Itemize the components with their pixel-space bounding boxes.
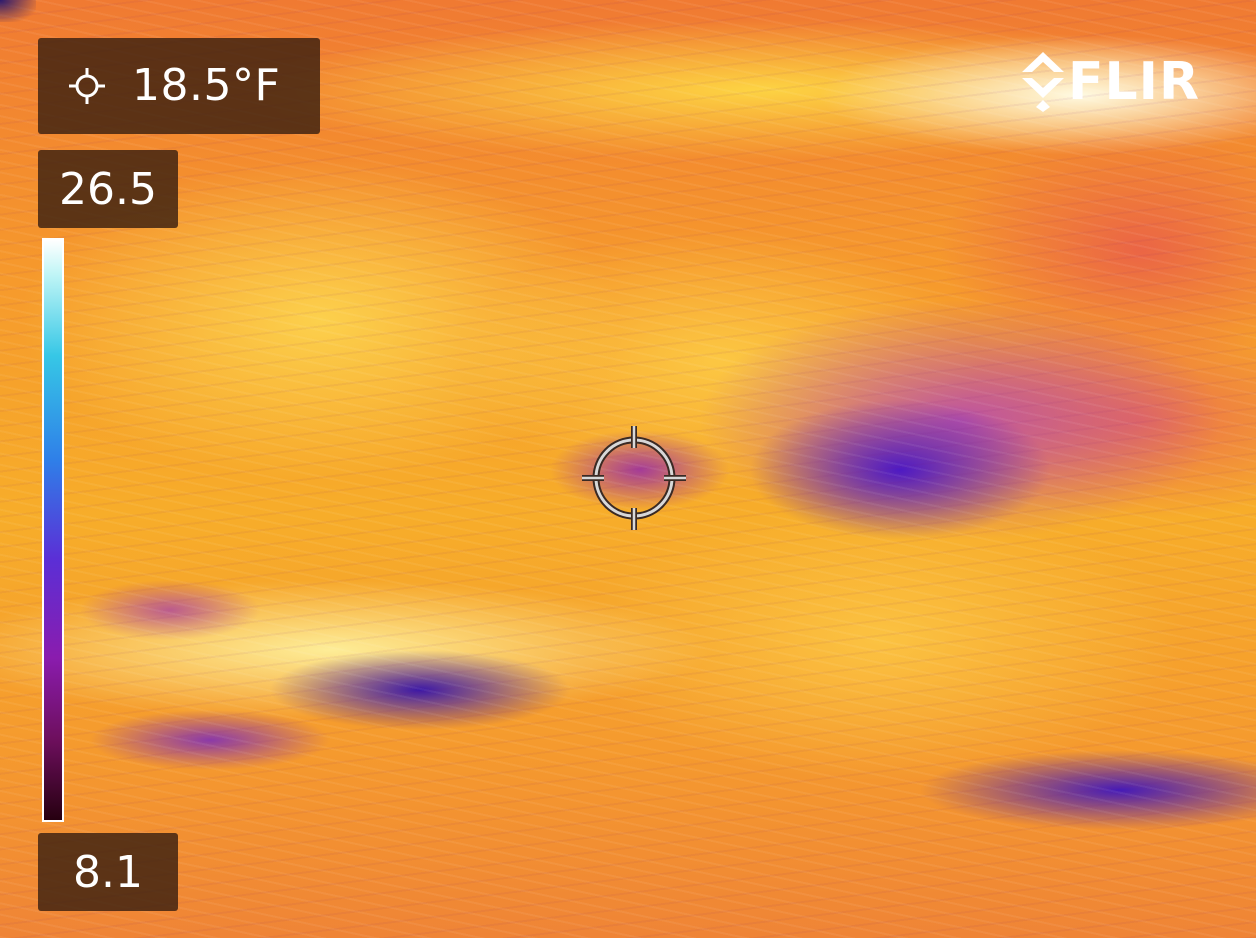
- edge-artifact: [0, 0, 36, 22]
- temperature-scale-bar: [42, 238, 64, 822]
- flir-logo: FLIR: [1020, 50, 1200, 114]
- spot-temperature-readout: 18.5°F: [38, 38, 320, 134]
- scale-max-label: 26.5: [38, 150, 178, 228]
- flir-diamond-icon: [1022, 52, 1064, 112]
- crosshair-icon: [582, 426, 686, 530]
- spot-meter-icon: [69, 68, 105, 104]
- scale-min-label: 8.1: [38, 833, 178, 911]
- spot-temperature-value: 18.5°F: [132, 60, 281, 111]
- flir-logo-text: FLIR: [1068, 52, 1201, 112]
